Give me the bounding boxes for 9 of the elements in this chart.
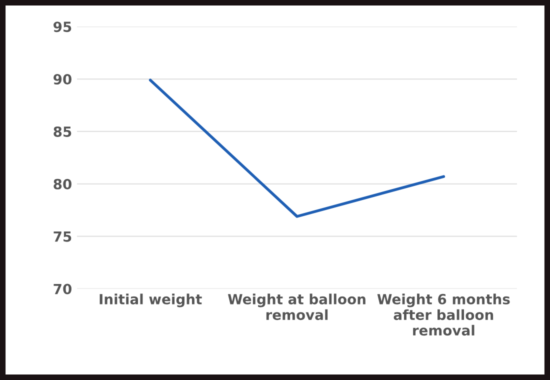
x-tick-label: Weight at balloon removal	[228, 294, 366, 320]
y-tick-label: 95	[54, 22, 72, 32]
y-tick-label: 80	[54, 178, 72, 190]
x-tick-label: Initial weight	[100, 294, 202, 308]
y-tick-label: 70	[54, 284, 72, 294]
x-tick-label: Weight 6 months after balloon removal	[377, 294, 510, 336]
y-tick-label: 75	[54, 232, 72, 242]
y-tick-label: 90	[54, 74, 72, 85]
y-tick-label: 85	[54, 126, 72, 137]
